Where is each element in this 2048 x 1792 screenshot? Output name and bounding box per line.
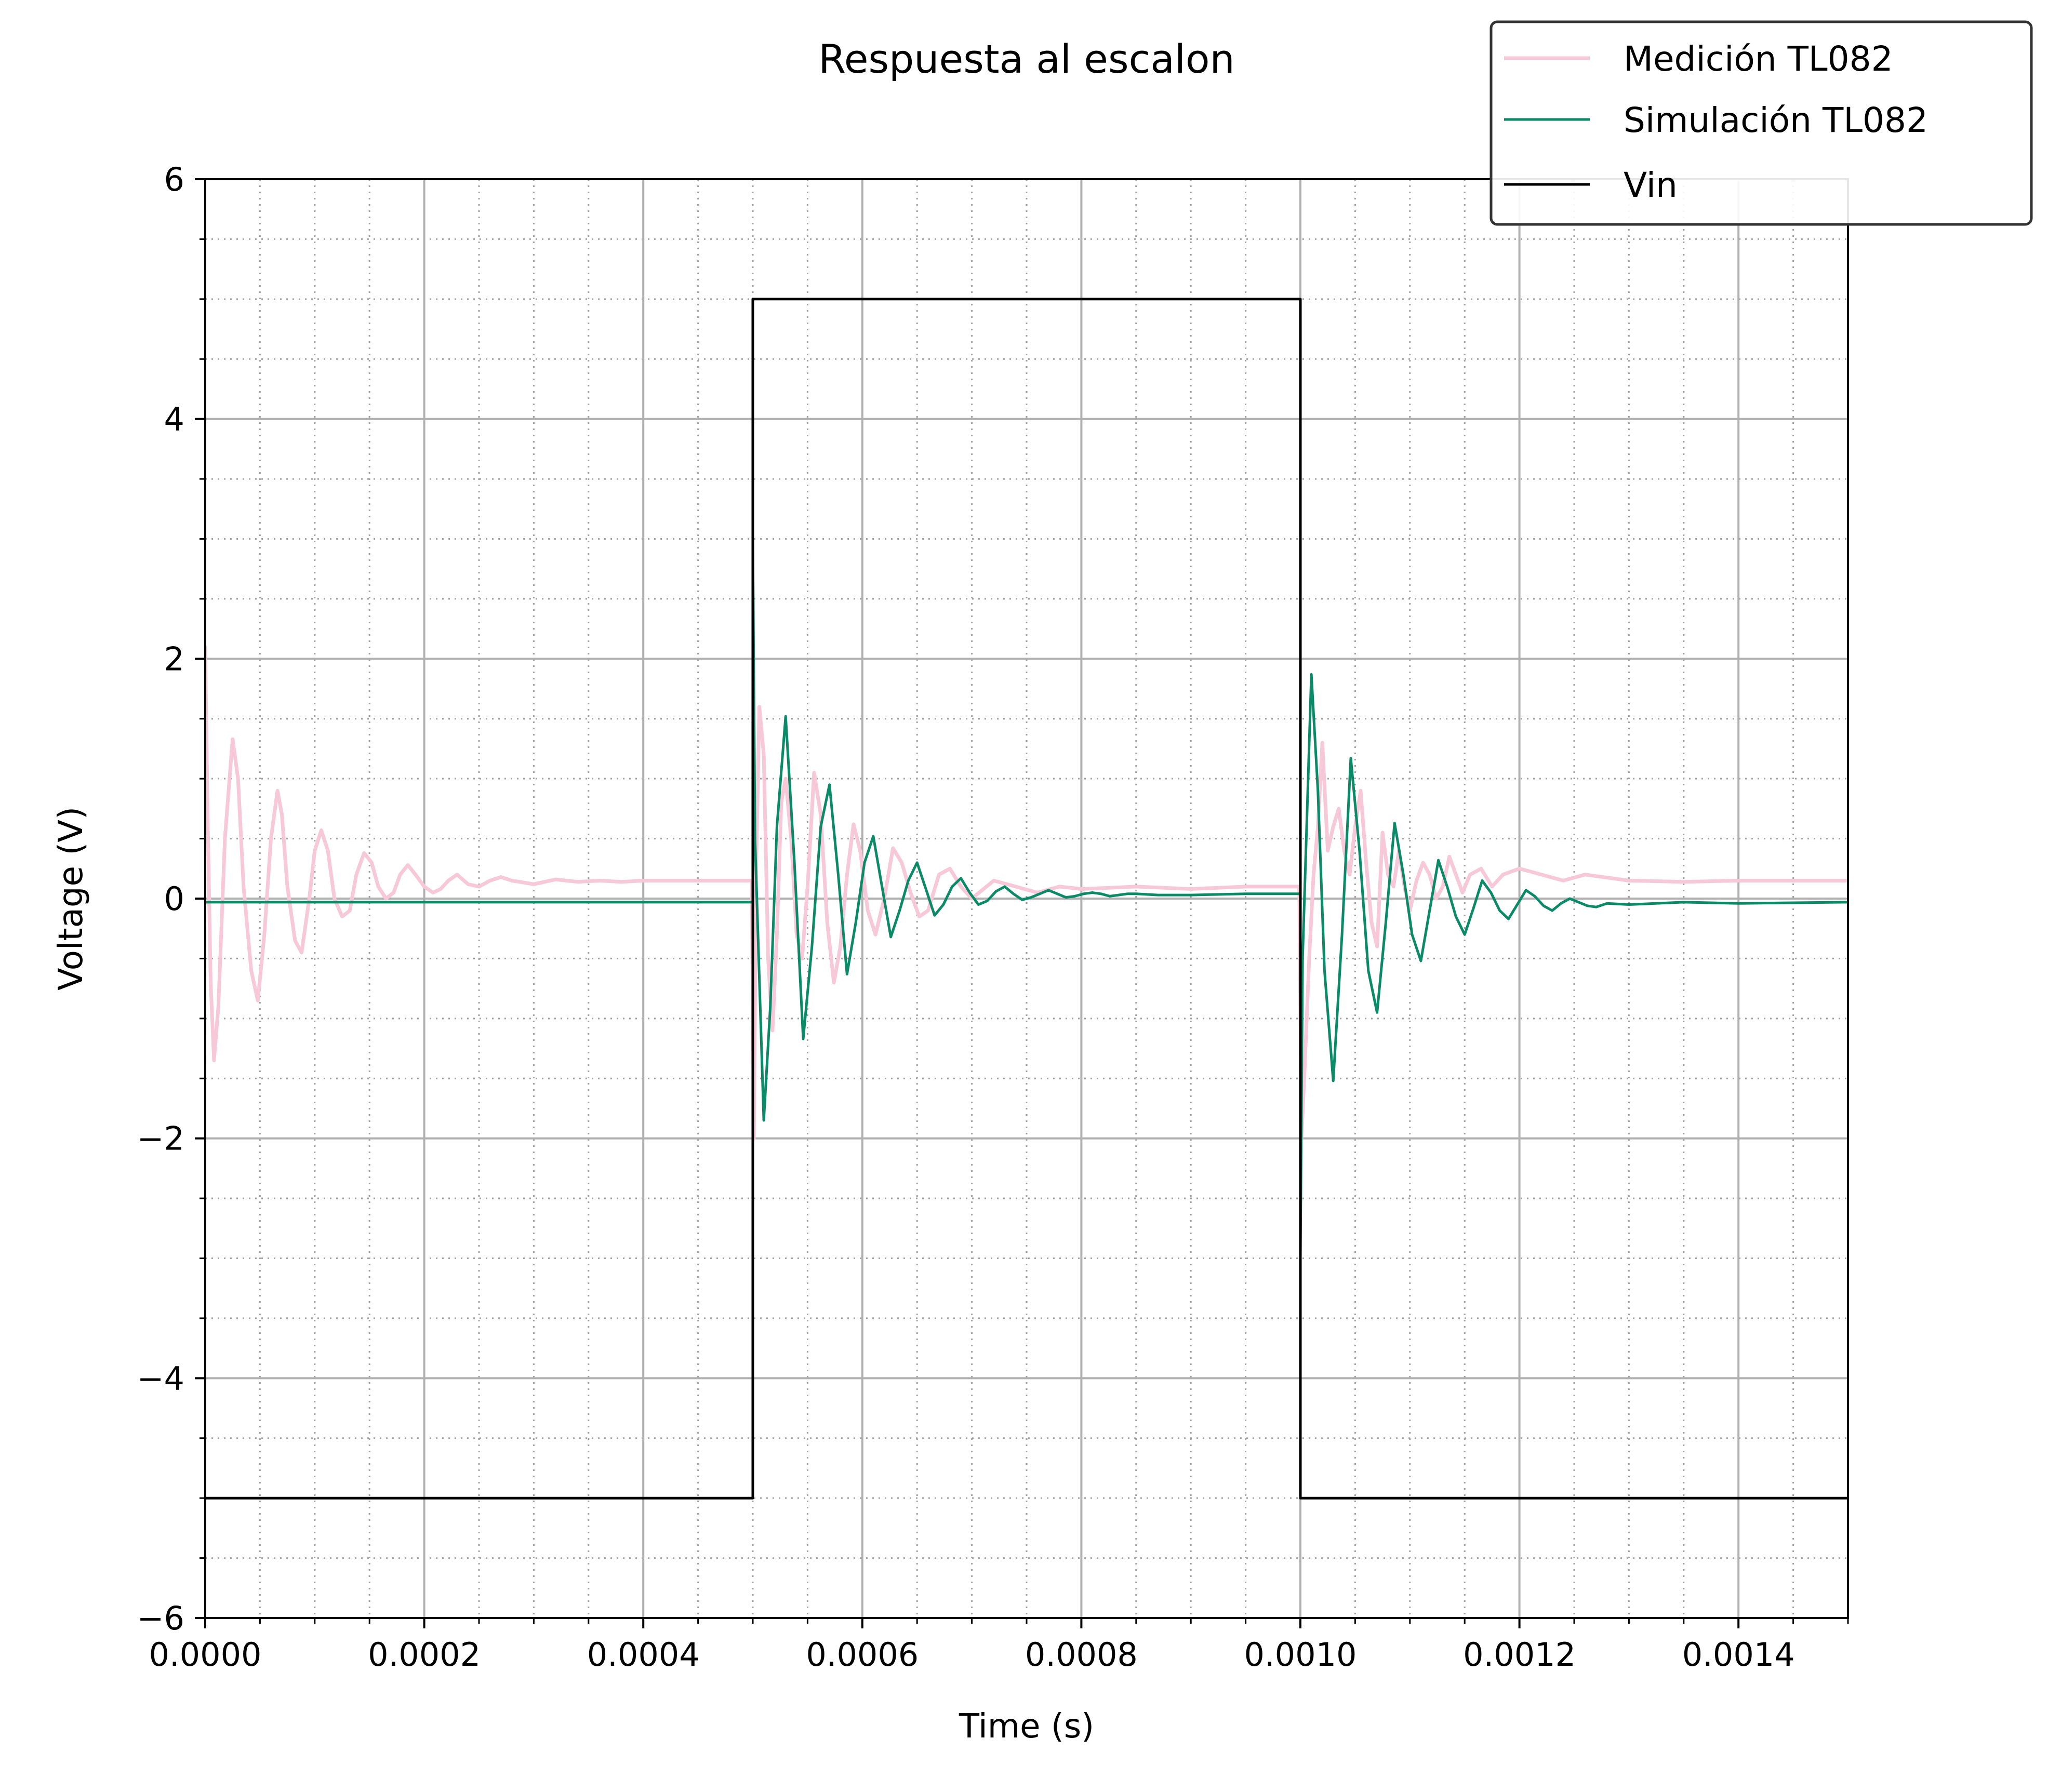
chart-title: Respuesta al escalon — [818, 36, 1234, 82]
y-tick-label: 0 — [164, 880, 184, 918]
x-tick-label: 0.0004 — [587, 1636, 700, 1674]
legend-entry-medicion-label: Medición TL082 — [1624, 39, 1893, 79]
legend-entry-vin-label: Vin — [1624, 165, 1678, 205]
y-tick-label: 6 — [164, 161, 184, 198]
legend: Medición TL082 Simulación TL082 Vin — [1490, 20, 2033, 226]
x-axis-label: Time (s) — [959, 1707, 1094, 1746]
x-tick-label: 0.0010 — [1244, 1636, 1357, 1674]
y-tick-label: 4 — [164, 400, 184, 438]
plot-lines — [205, 298, 1848, 1500]
y-axis-label: Voltage (V) — [52, 807, 90, 991]
legend-entry-simulacion-label: Simulación TL082 — [1624, 100, 1928, 140]
x-tick-label: 0.0012 — [1463, 1636, 1576, 1674]
y-tick-label: −4 — [137, 1359, 184, 1397]
series-line-simulacion — [205, 538, 1848, 1260]
series-line-medicion — [205, 645, 1848, 1141]
series-line-vin — [205, 298, 1848, 1500]
y-tick-label: −2 — [137, 1120, 184, 1158]
y-axis: −6 −4 −2 0 2 4 6 — [137, 161, 205, 1637]
y-tick-label: −6 — [137, 1599, 184, 1637]
x-tick-label: 0.0006 — [806, 1636, 919, 1674]
y-tick-label: 2 — [164, 640, 184, 678]
x-tick-label: 0.0014 — [1682, 1636, 1795, 1674]
x-tick-label: 0.0000 — [149, 1636, 262, 1674]
x-tick-label: 0.0002 — [368, 1636, 481, 1674]
legend-box — [1490, 20, 2033, 226]
x-axis: 0.0000 0.0002 0.0004 0.0006 0.0008 0.0010 0.00… — [149, 1618, 1849, 1674]
x-tick-label: 0.0008 — [1025, 1636, 1138, 1674]
